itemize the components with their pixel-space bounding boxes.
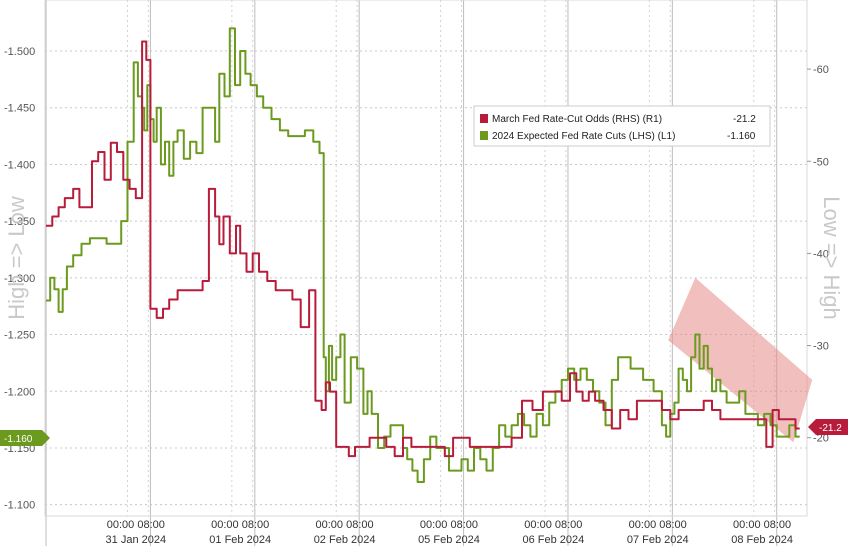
x-date-label: 06 Feb 2024	[522, 534, 584, 546]
right-tick-label: -20	[813, 433, 829, 445]
left-tick-label: -1.250	[4, 330, 35, 342]
x-time-label: 00:00 08:00	[629, 519, 687, 531]
right-axis-ticks: -60 -50 -40 -30 -20	[807, 64, 829, 445]
right-tick-label: -60	[813, 64, 829, 76]
x-time-label: 00:00 08:00	[107, 519, 165, 531]
left-tick-label: -1.450	[4, 103, 35, 115]
right-last-value-tag: -21.2	[808, 419, 848, 435]
x-date-label: 08 Feb 2024	[731, 534, 793, 546]
right-last-value-tag-text: -21.2	[819, 423, 842, 434]
left-axis-ticks: -1.500 -1.450 -1.400 -1.350 -1.300 -1.250 -1.2…	[4, 46, 35, 512]
left-last-value-tag-shape	[0, 430, 50, 446]
left-tick-label: -1.400	[4, 159, 35, 171]
horizontal-gridlines	[45, 50, 807, 506]
annotation-layer	[668, 277, 813, 443]
left-tick-label: -1.100	[4, 500, 35, 512]
left-last-value-tag-text: -1.160	[4, 434, 33, 445]
right-tick-label: -40	[813, 248, 829, 260]
right-axis-title: Low => High	[819, 196, 844, 320]
right-last-value-tag-shape	[808, 419, 848, 435]
x-date-label: 02 Feb 2024	[314, 534, 376, 546]
x-time-label: 00:00 08:00	[316, 519, 374, 531]
left-tick-label: -1.300	[4, 273, 35, 285]
x-time-label: 00:00 08:00	[211, 519, 269, 531]
x-date-label: 31 Jan 2024	[106, 534, 167, 546]
plot-background	[45, 0, 807, 516]
x-date-label: 05 Feb 2024	[418, 534, 480, 546]
left-last-value-tag: -1.160	[0, 430, 50, 446]
x-date-label: 07 Feb 2024	[627, 534, 689, 546]
x-axis-labels: 00:00 08:00 31 Jan 2024 00:00 08:00 01 Feb …	[106, 519, 793, 546]
x-time-label: 00:00 08:00	[420, 519, 478, 531]
right-tick-label: -30	[813, 341, 829, 353]
left-tick-label: -1.200	[4, 386, 35, 398]
x-time-label: 00:00 08:00	[733, 519, 791, 531]
right-tick-label: -50	[813, 156, 829, 168]
left-axis-title: High => Low	[4, 196, 29, 320]
plot-frame	[44, 0, 808, 517]
series-line-march-rate-cut-odds	[46, 40, 800, 458]
legend-label-rate-cut-odds: March Fed Rate-Cut Odds (RHS) (R1)	[492, 114, 662, 125]
x-time-label: 00:00 08:00	[524, 519, 582, 531]
series-line-expected-fed-rate-cuts	[46, 27, 800, 483]
trend-channel-annotation	[668, 277, 813, 443]
legend-swatch-rate-cut-odds	[480, 114, 488, 123]
left-tick-label: -1.350	[4, 216, 35, 228]
legend-value-expected-cuts: -1.160	[727, 131, 756, 142]
legend-label-expected-cuts: 2024 Expected Fed Rate Cuts (LHS) (L1)	[492, 131, 675, 142]
legend-swatch-expected-cuts	[480, 131, 488, 140]
legend-box: March Fed Rate-Cut Odds (RHS) (R1) -21.2…	[473, 105, 771, 147]
legend-frame	[473, 105, 771, 147]
x-date-label: 01 Feb 2024	[209, 534, 271, 546]
series-layer	[46, 27, 800, 483]
left-tick-label: -1.500	[4, 46, 35, 58]
legend-value-rate-cut-odds: -21.2	[733, 114, 756, 125]
